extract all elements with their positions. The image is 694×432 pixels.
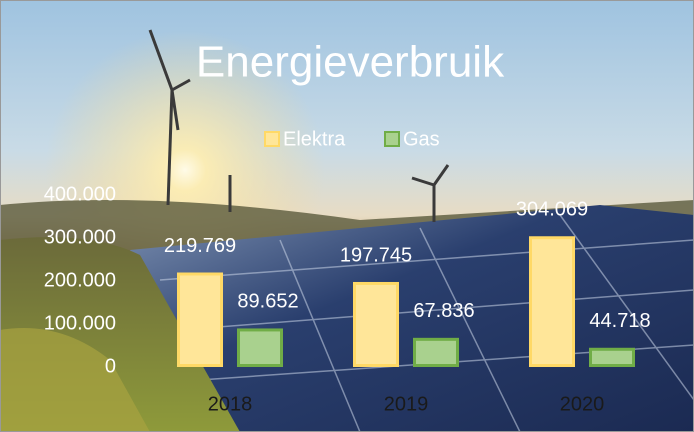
y-tick-label: 0 [105,355,116,377]
x-tick-label: 2018 [208,393,253,415]
y-tick-label: 100.000 [44,312,116,334]
data-label: 44.718 [589,310,650,332]
x-tick-label: 2020 [560,393,605,415]
data-label: 304.069 [516,199,588,221]
y-tick-label: 400.000 [44,183,116,205]
chart-title: Energieverbruik [196,38,505,87]
legend-label: Elektra [283,128,346,150]
data-label: 89.652 [237,291,298,313]
y-tick-label: 200.000 [44,269,116,291]
legend-label: Gas [403,128,440,150]
legend-swatch [384,131,400,147]
legend-swatch [264,131,280,147]
bar [353,281,399,367]
bar [529,236,575,368]
y-tick-label: 300.000 [44,226,116,248]
bar [589,347,635,368]
bar [237,328,283,368]
data-label: 219.769 [164,235,236,257]
bar [177,272,223,367]
bar [413,337,459,367]
data-label: 197.745 [340,244,412,266]
x-tick-label: 2019 [384,393,429,415]
data-label: 67.836 [413,300,474,322]
